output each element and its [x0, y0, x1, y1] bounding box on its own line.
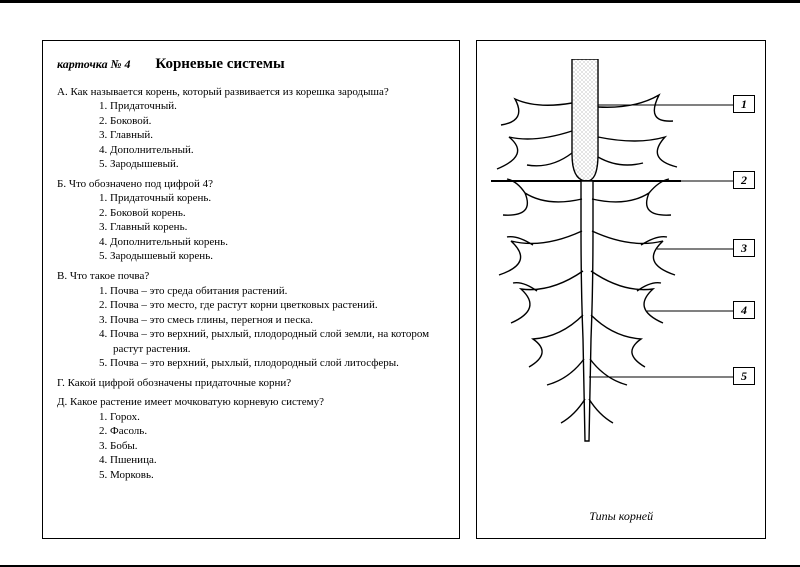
questions-list: А. Как называется корень, который развив… — [57, 85, 445, 482]
option-item: 1. Почва – это среда обитания растений. — [99, 284, 445, 299]
page-container: карточка № 4 Корневые системы А. Как наз… — [0, 0, 800, 567]
root-diagram — [477, 59, 767, 459]
question-text: В. Что такое почва? — [57, 269, 445, 284]
option-item: 5. Зародышевый. — [99, 157, 445, 172]
question-text: А. Как называется корень, который развив… — [57, 85, 445, 100]
diagram-panel: 1 2 3 4 5 Типы корней — [476, 40, 766, 539]
diagram-label-3: 3 — [733, 239, 755, 257]
option-item: 1. Придаточный корень. — [99, 191, 445, 206]
card-number: карточка № 4 — [57, 57, 131, 71]
question-block: В. Что такое почва?1. Почва – это среда … — [57, 269, 445, 371]
option-item: 3. Главный. — [99, 128, 445, 143]
diagram-caption: Типы корней — [477, 509, 765, 524]
worksheet-header: карточка № 4 Корневые системы — [57, 55, 445, 75]
option-item: 5. Почва – это верхний, рыхлый, плодород… — [99, 356, 445, 371]
option-item: 2. Боковой корень. — [99, 206, 445, 221]
option-item: 4. Почва – это верхний, рыхлый, плодород… — [99, 327, 445, 356]
question-text: Г. Какой цифрой обозначены придаточные к… — [57, 376, 445, 391]
question-block: Г. Какой цифрой обозначены придаточные к… — [57, 376, 445, 391]
option-item: 3. Бобы. — [99, 439, 445, 454]
option-item: 1. Горох. — [99, 410, 445, 425]
question-block: Д. Какое растение имеет мочковатую корне… — [57, 395, 445, 482]
option-item: 5. Морковь. — [99, 468, 445, 483]
worksheet-text-panel: карточка № 4 Корневые системы А. Как наз… — [42, 40, 460, 539]
diagram-label-1: 1 — [733, 95, 755, 113]
option-item: 5. Зародышевый корень. — [99, 249, 445, 264]
option-item: 4. Дополнительный корень. — [99, 235, 445, 250]
option-item: 2. Фасоль. — [99, 424, 445, 439]
option-item: 2. Боковой. — [99, 114, 445, 129]
options-list: 1. Придаточный.2. Боковой.3. Главный.4. … — [57, 99, 445, 172]
top-border-bar — [0, 0, 800, 3]
diagram-label-4: 4 — [733, 301, 755, 319]
option-item: 3. Почва – это смесь глины, перегноя и п… — [99, 313, 445, 328]
option-item: 4. Пшеница. — [99, 453, 445, 468]
option-item: 4. Дополнительный. — [99, 143, 445, 158]
diagram-label-2: 2 — [733, 171, 755, 189]
question-block: А. Как называется корень, который развив… — [57, 85, 445, 172]
option-item: 1. Придаточный. — [99, 99, 445, 114]
options-list: 1. Горох.2. Фасоль.3. Бобы.4. Пшеница.5.… — [57, 410, 445, 483]
question-block: Б. Что обозначено под цифрой 4?1. Придат… — [57, 177, 445, 264]
option-item: 3. Главный корень. — [99, 220, 445, 235]
question-text: Б. Что обозначено под цифрой 4? — [57, 177, 445, 192]
option-item: 2. Почва – это место, где растут корни ц… — [99, 298, 445, 313]
options-list: 1. Почва – это среда обитания растений.2… — [57, 284, 445, 371]
question-text: Д. Какое растение имеет мочковатую корне… — [57, 395, 445, 410]
worksheet-title: Корневые системы — [155, 56, 284, 72]
diagram-label-5: 5 — [733, 367, 755, 385]
options-list: 1. Придаточный корень.2. Боковой корень.… — [57, 191, 445, 264]
